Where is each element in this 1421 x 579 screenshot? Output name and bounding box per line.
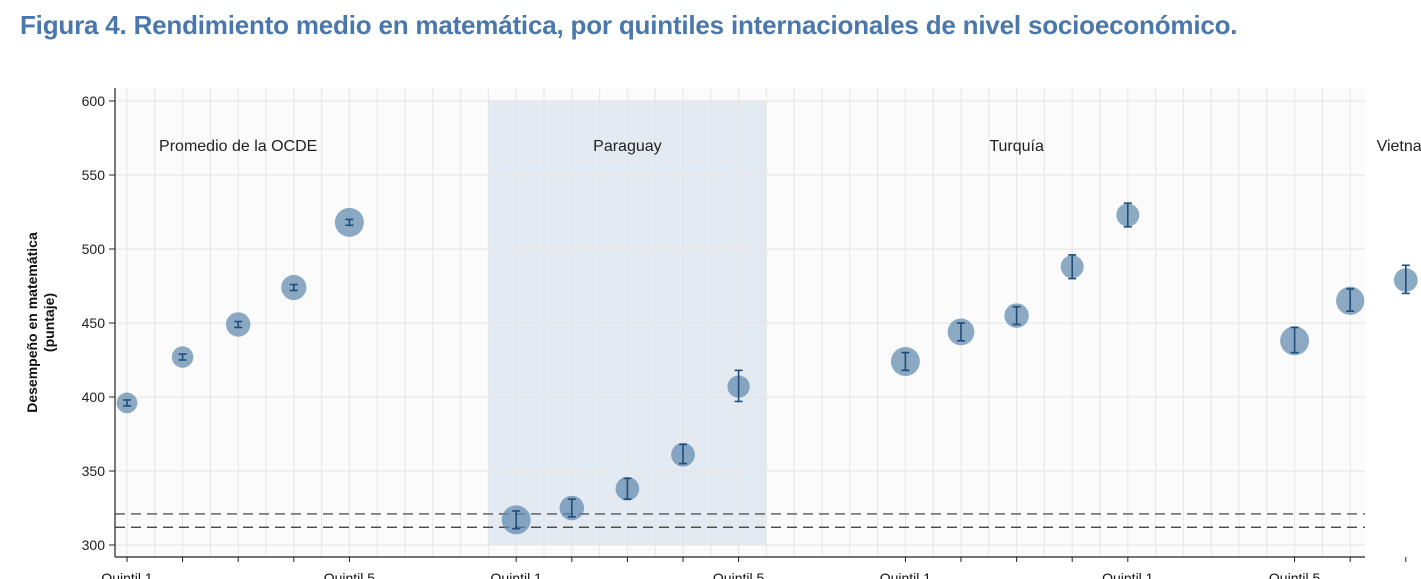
x-tick-label: Quintil 1 <box>1102 570 1154 579</box>
x-tick-label: Quintil 1 <box>101 570 153 579</box>
y-tick-label: 300 <box>82 537 106 553</box>
panel-name: Promedio de la OCDE <box>159 138 317 155</box>
reference-lines <box>115 513 1365 528</box>
y-axis-label-line: Desempeño en matemática <box>24 232 40 413</box>
y-tick-label: 600 <box>82 93 106 109</box>
panel-name: Turquía <box>989 138 1044 155</box>
y-tick-label: 450 <box>82 315 106 331</box>
y-tick-label: 350 <box>82 463 106 479</box>
figure-title: Figura 4. Rendimiento medio en matemátic… <box>20 10 1238 40</box>
x-tick-label: Quintil 1 <box>491 570 543 579</box>
x-tick-label: Quintil 5 <box>713 570 765 579</box>
y-axis-label: Desempeño en matemática (puntaje) <box>24 232 57 413</box>
x-tick-label: Quintil 5 <box>1269 570 1321 579</box>
x-tick-label: Quintil 1 <box>880 570 932 579</box>
data-points <box>116 202 1418 535</box>
y-tick-label: 500 <box>82 241 106 257</box>
panel-labels: Promedio de la OCDE Paraguay Turquía Vietna… <box>159 138 1421 155</box>
y-tick-label: 550 <box>82 167 106 183</box>
panel-name: Vietnam <box>1377 138 1421 155</box>
panel-name: Paraguay <box>593 138 662 155</box>
y-tick-label: 400 <box>82 389 106 405</box>
axes: 300 350 400 450 500 550 600 Quintil 1 Quintil 5 Q… <box>82 88 1407 579</box>
x-tick-label: Quintil 5 <box>324 570 376 579</box>
y-axis-label-line: (puntaje) <box>41 293 57 352</box>
grid-lines <box>115 88 1365 557</box>
